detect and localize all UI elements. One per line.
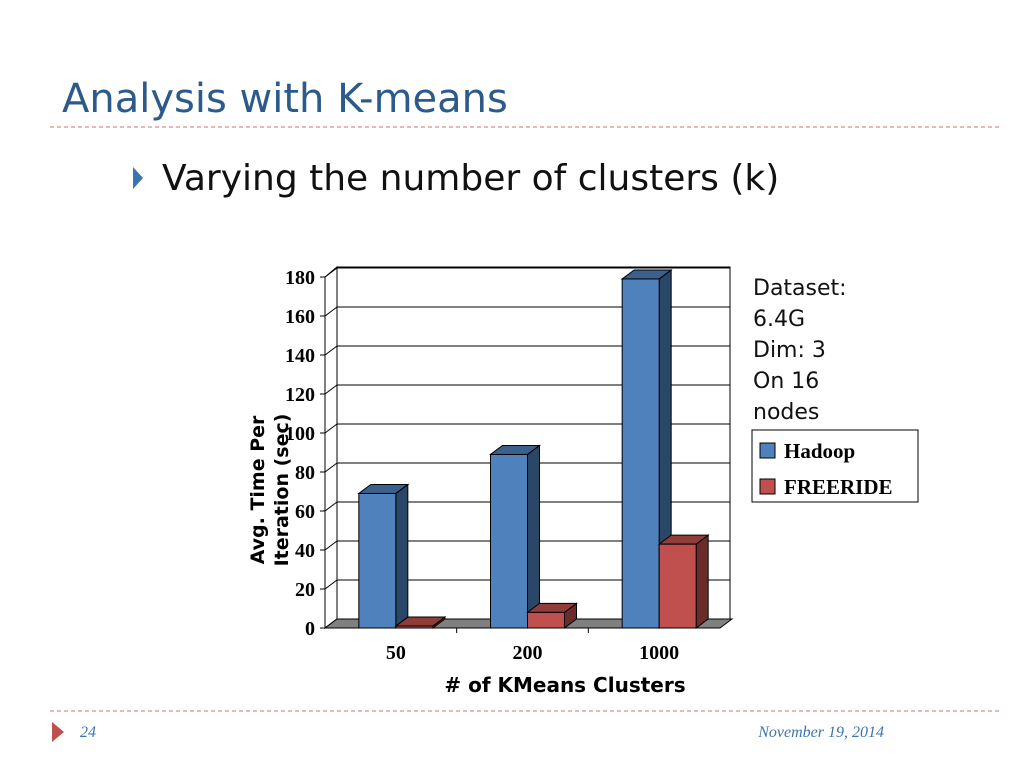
bullet-icon xyxy=(133,167,143,189)
y-axis-title: Avg. Time Per xyxy=(247,415,269,564)
legend-label: FREERIDE xyxy=(784,475,893,499)
x-tick-label: 50 xyxy=(386,642,406,664)
slide-title: Analysis with K-means xyxy=(62,76,508,122)
y-axis-title: Iteration (sec) xyxy=(271,414,293,567)
note-line: Dataset: xyxy=(753,276,847,301)
bar xyxy=(621,278,660,629)
grid-line xyxy=(324,384,338,395)
y-tick-label: 40 xyxy=(295,540,315,562)
grid-line xyxy=(324,306,338,317)
bar-side-shade xyxy=(527,445,540,628)
note-line: On 16 xyxy=(753,369,819,394)
y-tick-label: 60 xyxy=(295,501,315,523)
y-tick-label: 20 xyxy=(295,579,315,601)
page-number: 24 xyxy=(80,724,96,741)
legend-swatch xyxy=(759,478,776,495)
chart: 0 20 40 60 80 100 120 140 160 180 50 200 1000 # of KM… xyxy=(247,265,919,697)
legend-swatch xyxy=(759,442,776,459)
grid-line xyxy=(324,423,338,434)
y-tick-label: 180 xyxy=(285,267,315,289)
bar-top-shade xyxy=(622,269,672,279)
bar-top-shade xyxy=(490,445,540,455)
bar xyxy=(395,625,434,629)
grid-line xyxy=(324,540,338,551)
bullet-text: Varying the number of clusters (k) xyxy=(162,158,779,199)
side-wall xyxy=(324,265,338,629)
grid-line xyxy=(324,345,338,356)
date: November 19, 2014 xyxy=(757,724,884,741)
legend-box xyxy=(751,429,919,503)
bar xyxy=(358,492,397,629)
grid-line xyxy=(324,462,338,473)
grid-line xyxy=(324,579,338,590)
bar xyxy=(658,543,697,629)
bar-side-shade xyxy=(696,535,709,628)
note-line: nodes xyxy=(753,400,819,425)
x-axis-title: # of KMeans Clusters xyxy=(444,673,685,697)
y-tick-label: 140 xyxy=(285,345,315,367)
note: Dataset: 6.4G Dim: 3 On 16 nodes xyxy=(753,276,847,425)
note-line: 6.4G xyxy=(753,307,805,332)
x-tick-label: 1000 xyxy=(639,642,679,664)
footer-icon xyxy=(52,722,64,742)
note-line: Dim: 3 xyxy=(753,338,826,363)
bar-top-shade xyxy=(358,484,408,494)
y-tick-label: 100 xyxy=(285,423,315,445)
x-tick-label: 200 xyxy=(513,642,543,664)
y-tick-label: 160 xyxy=(285,306,315,328)
y-tick-label: 120 xyxy=(285,384,315,406)
bar-top-shade xyxy=(659,535,709,545)
y-tick-label: 80 xyxy=(295,462,315,484)
grid-line xyxy=(324,501,338,512)
y-tick-label: 0 xyxy=(305,618,315,640)
bar xyxy=(527,611,565,629)
bar-top-shade xyxy=(527,603,577,613)
bar-side-shade xyxy=(395,484,408,628)
bar-top-shade xyxy=(395,617,445,627)
bar-side-shade xyxy=(564,603,577,628)
bar xyxy=(490,453,528,629)
grid-line xyxy=(324,267,338,278)
legend-label: Hadoop xyxy=(784,439,855,463)
